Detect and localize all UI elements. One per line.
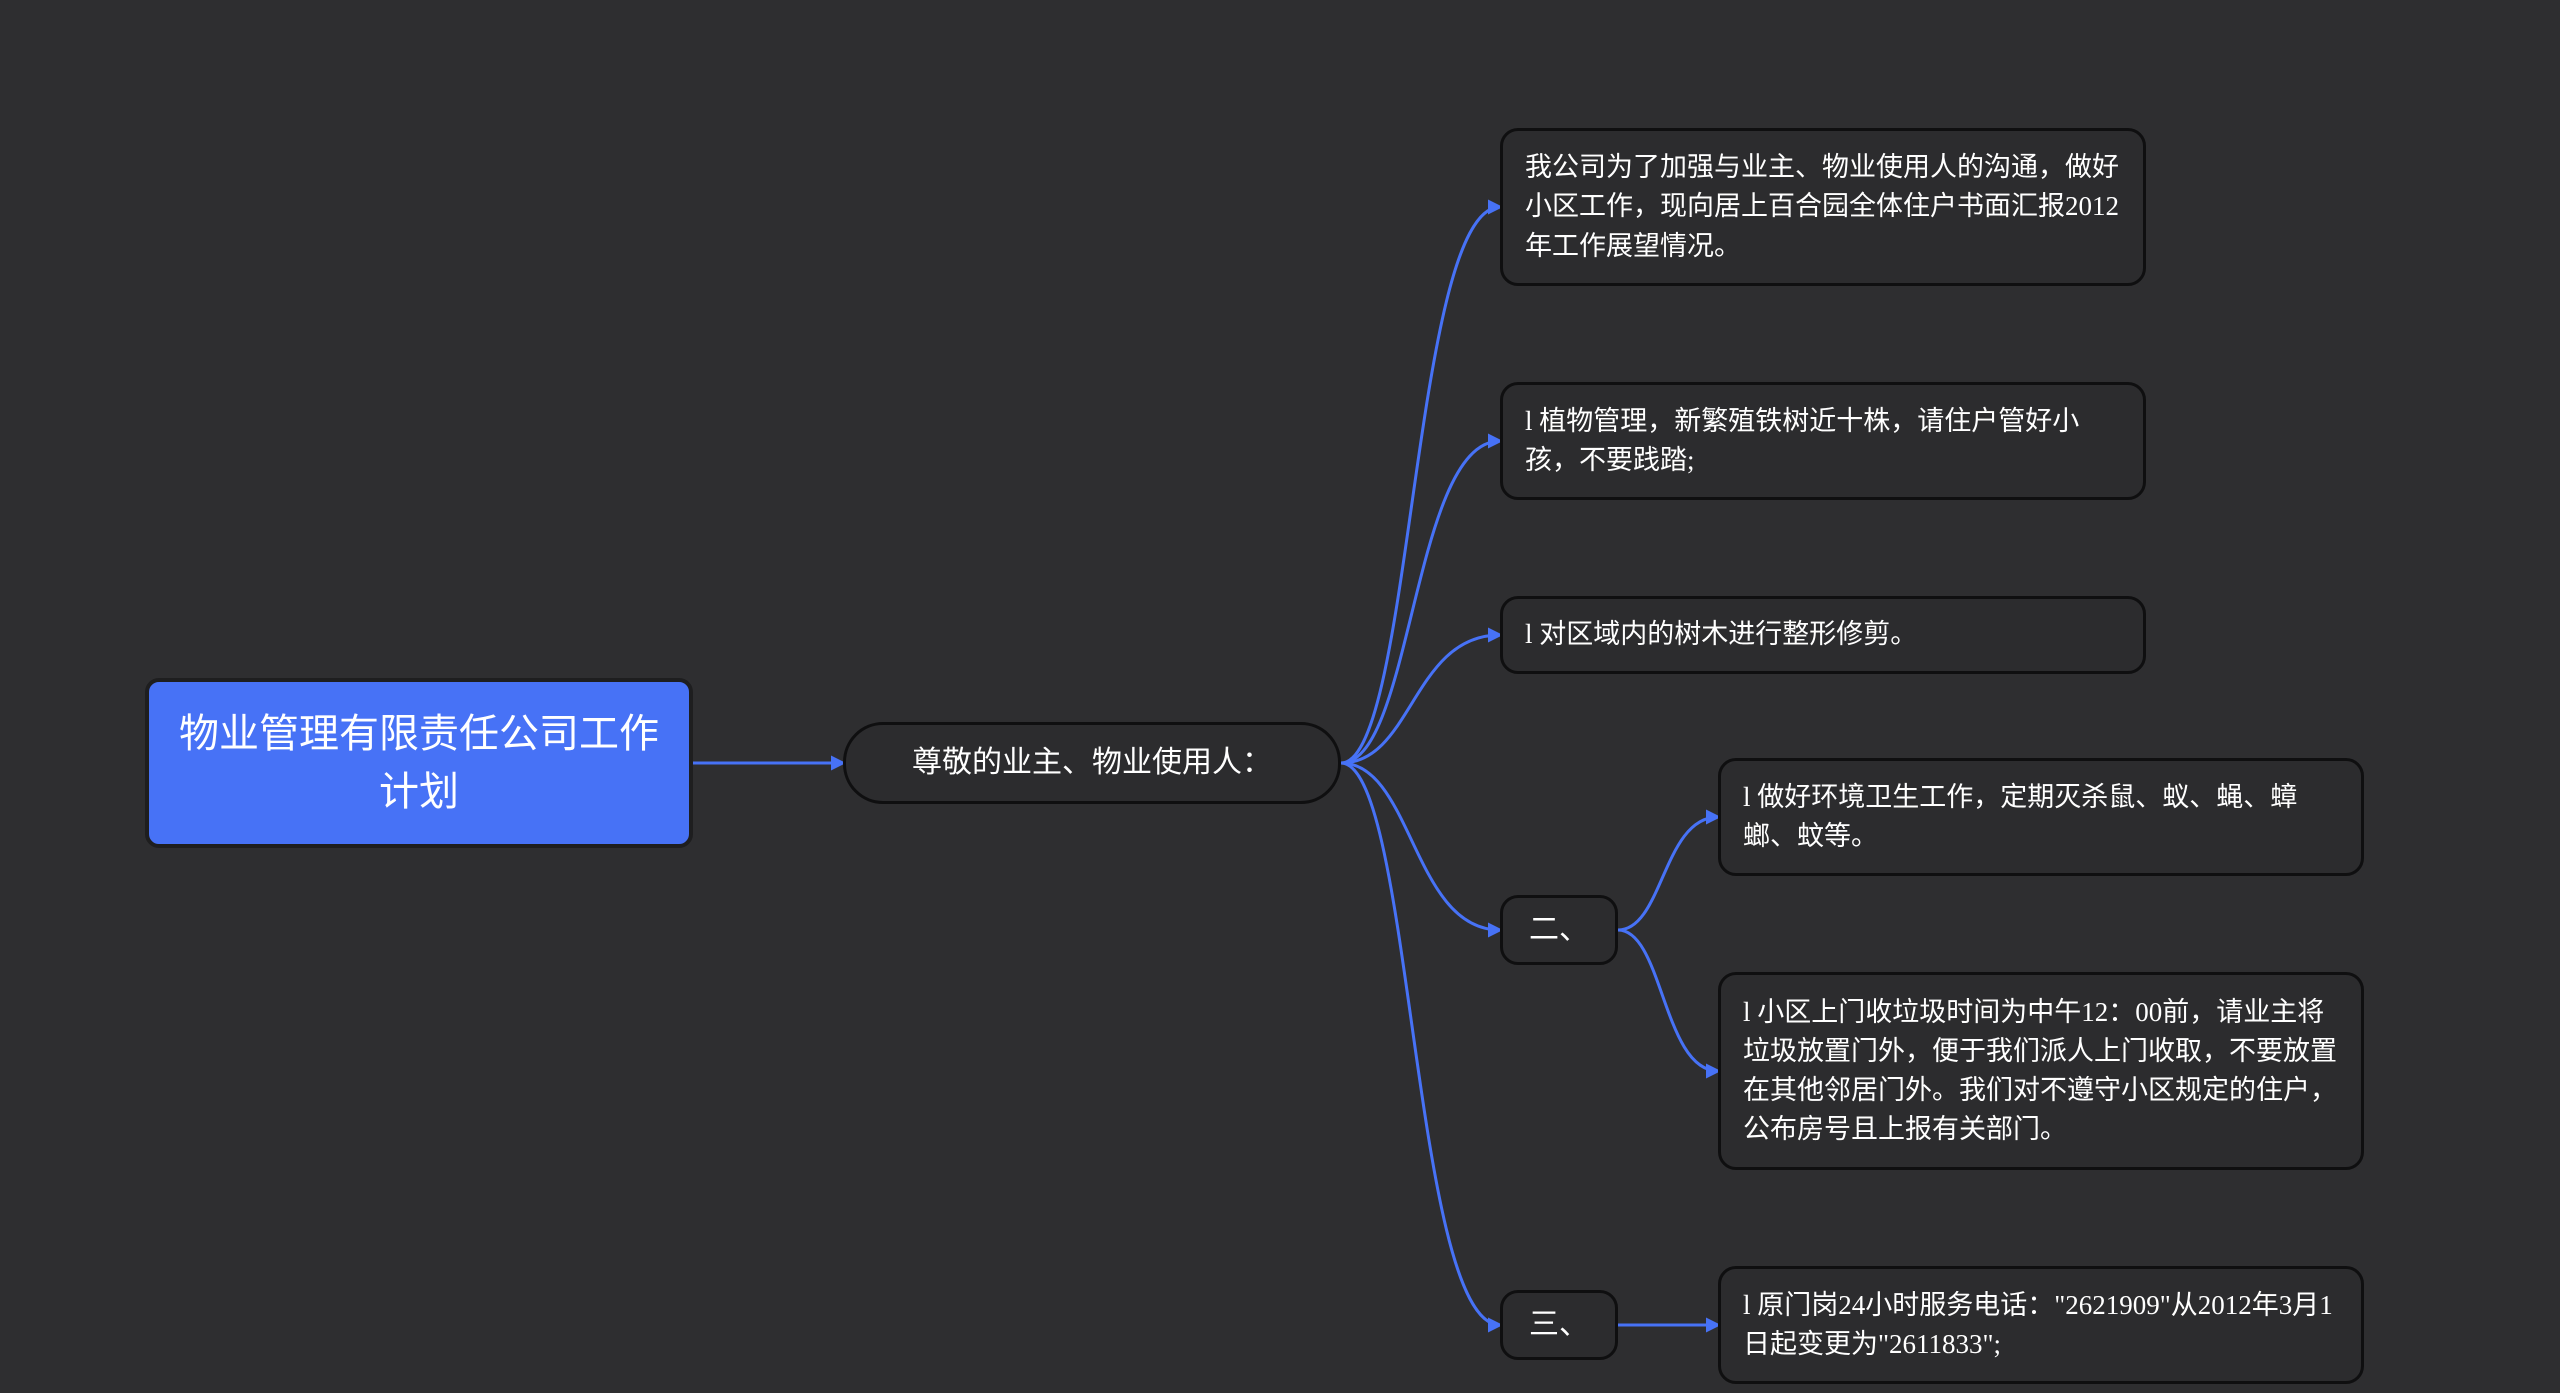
leaf-node-sanitation[interactable]: l 做好环境卫生工作，定期灭杀鼠、蚁、蝇、蟑螂、蚊等。 (1718, 758, 2364, 876)
leaf-node-trees[interactable]: l 对区域内的树木进行整形修剪。 (1500, 596, 2146, 674)
leaf-text: l 小区上门收垃圾时间为中午12：00前，请业主将垃圾放置门外，便于我们派人上门… (1743, 993, 2339, 1150)
group2-label-node[interactable]: 二、 (1500, 895, 1618, 965)
leaf-text: l 对区域内的树木进行整形修剪。 (1525, 615, 1917, 654)
group2-label: 二、 (1529, 908, 1589, 952)
leaf-text: l 原门岗24小时服务电话："2621909"从2012年3月1日起变更为"26… (1743, 1286, 2339, 1364)
root-label: 物业管理有限责任公司工作计划 (177, 705, 661, 821)
group3-label-node[interactable]: 三、 (1500, 1290, 1618, 1360)
leaf-text: 我公司为了加强与业主、物业使用人的沟通，做好小区工作，现向居上百合园全体住户书面… (1525, 148, 2121, 265)
leaf-node-garbage[interactable]: l 小区上门收垃圾时间为中午12：00前，请业主将垃圾放置门外，便于我们派人上门… (1718, 972, 2364, 1170)
level1-node[interactable]: 尊敬的业主、物业使用人： (843, 722, 1341, 804)
leaf-node-intro[interactable]: 我公司为了加强与业主、物业使用人的沟通，做好小区工作，现向居上百合园全体住户书面… (1500, 128, 2146, 286)
leaf-node-phone[interactable]: l 原门岗24小时服务电话："2621909"从2012年3月1日起变更为"26… (1718, 1266, 2364, 1384)
group3-label: 三、 (1529, 1303, 1589, 1347)
level1-label: 尊敬的业主、物业使用人： (912, 741, 1272, 785)
leaf-text: l 做好环境卫生工作，定期灭杀鼠、蚁、蝇、蟑螂、蚊等。 (1743, 778, 2339, 856)
root-node[interactable]: 物业管理有限责任公司工作计划 (145, 678, 693, 848)
leaf-text: l 植物管理，新繁殖铁树近十株，请住户管好小孩，不要践踏; (1525, 402, 2121, 480)
leaf-node-plants[interactable]: l 植物管理，新繁殖铁树近十株，请住户管好小孩，不要践踏; (1500, 382, 2146, 500)
